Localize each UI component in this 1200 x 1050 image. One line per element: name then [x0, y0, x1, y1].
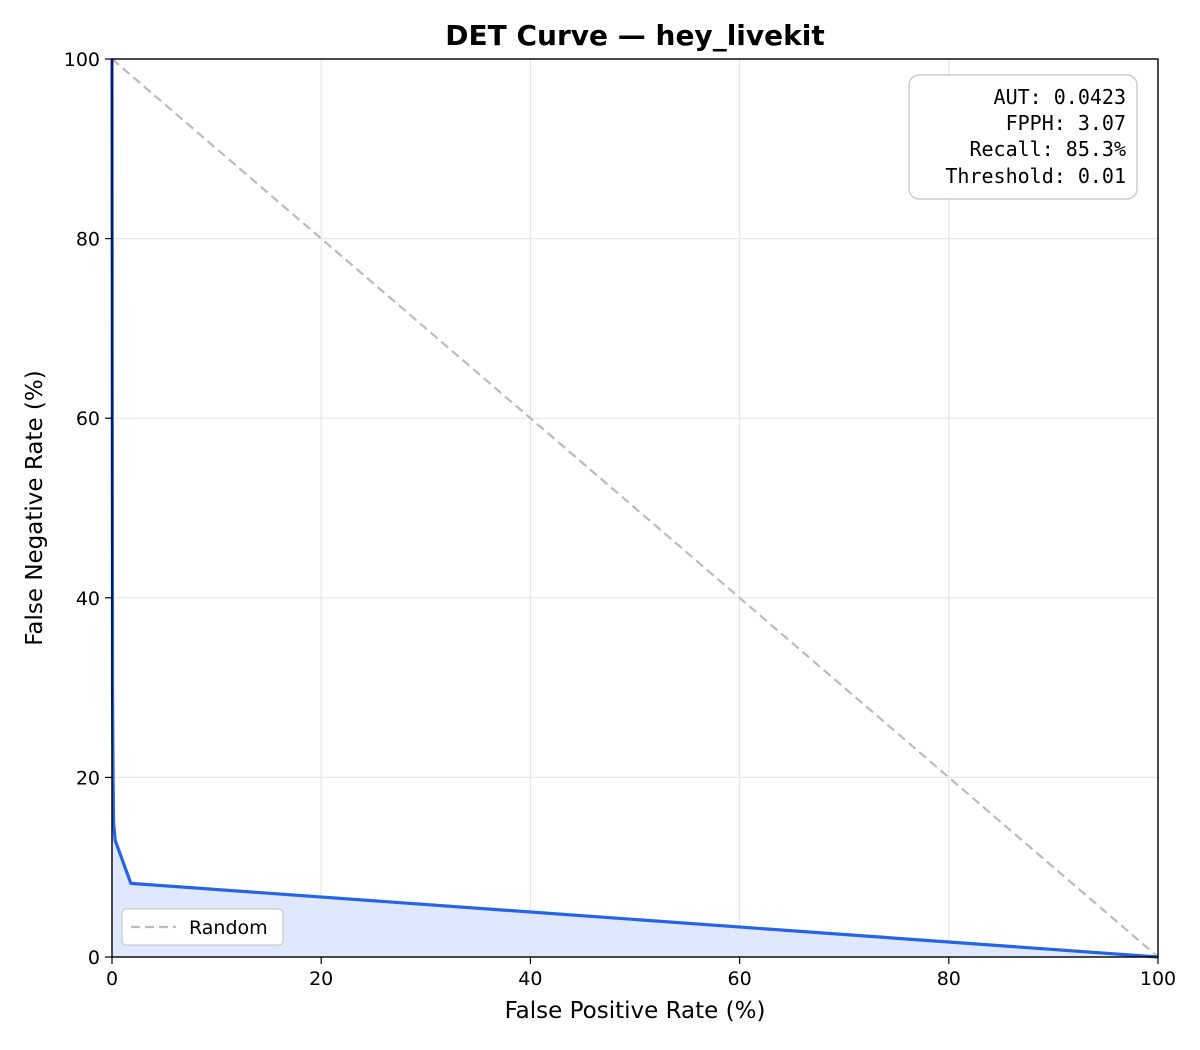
x-tick-label: 100 [1140, 968, 1176, 990]
metrics-annotation-box [908, 74, 1138, 200]
chart-title: DET Curve — hey_livekit [445, 19, 824, 52]
y-tick-label: 100 [64, 49, 100, 71]
plot-frame [111, 58, 1159, 958]
legend-box [121, 908, 284, 946]
metric-fpph: FPPH: 3.07 [1006, 111, 1126, 135]
metric-threshold: Threshold: 0.01 [945, 164, 1126, 188]
x-tick-label: 60 [728, 968, 752, 990]
y-axis-label: False Negative Rate (%) [22, 370, 48, 645]
x-tick-label: 20 [309, 968, 333, 990]
x-tick-label: 80 [937, 968, 961, 990]
metrics-annotation: AUT: 0.0423 FPPH: 3.07 Recall: 85.3% Thr… [908, 74, 1138, 200]
legend: Random [121, 908, 284, 946]
legend-random-label: Random [189, 917, 268, 939]
grid-lines [111, 58, 1159, 958]
y-tick-label: 40 [76, 588, 100, 610]
metric-aut: AUT: 0.0423 [994, 85, 1126, 109]
y-tick-label: 60 [76, 408, 100, 430]
random-diagonal-line [111, 58, 1159, 958]
y-tick-label: 0 [88, 947, 100, 969]
x-axis-label: False Positive Rate (%) [505, 998, 766, 1024]
y-tick-label: 20 [76, 767, 100, 789]
x-axis-ticks: 0 20 40 60 80 100 [106, 957, 1176, 990]
y-tick-label: 80 [76, 229, 100, 251]
y-axis-ticks: 0 20 40 60 80 100 [64, 49, 112, 969]
x-tick-label: 0 [106, 968, 118, 990]
metric-recall: Recall: 85.3% [969, 137, 1126, 161]
x-tick-label: 40 [518, 968, 542, 990]
